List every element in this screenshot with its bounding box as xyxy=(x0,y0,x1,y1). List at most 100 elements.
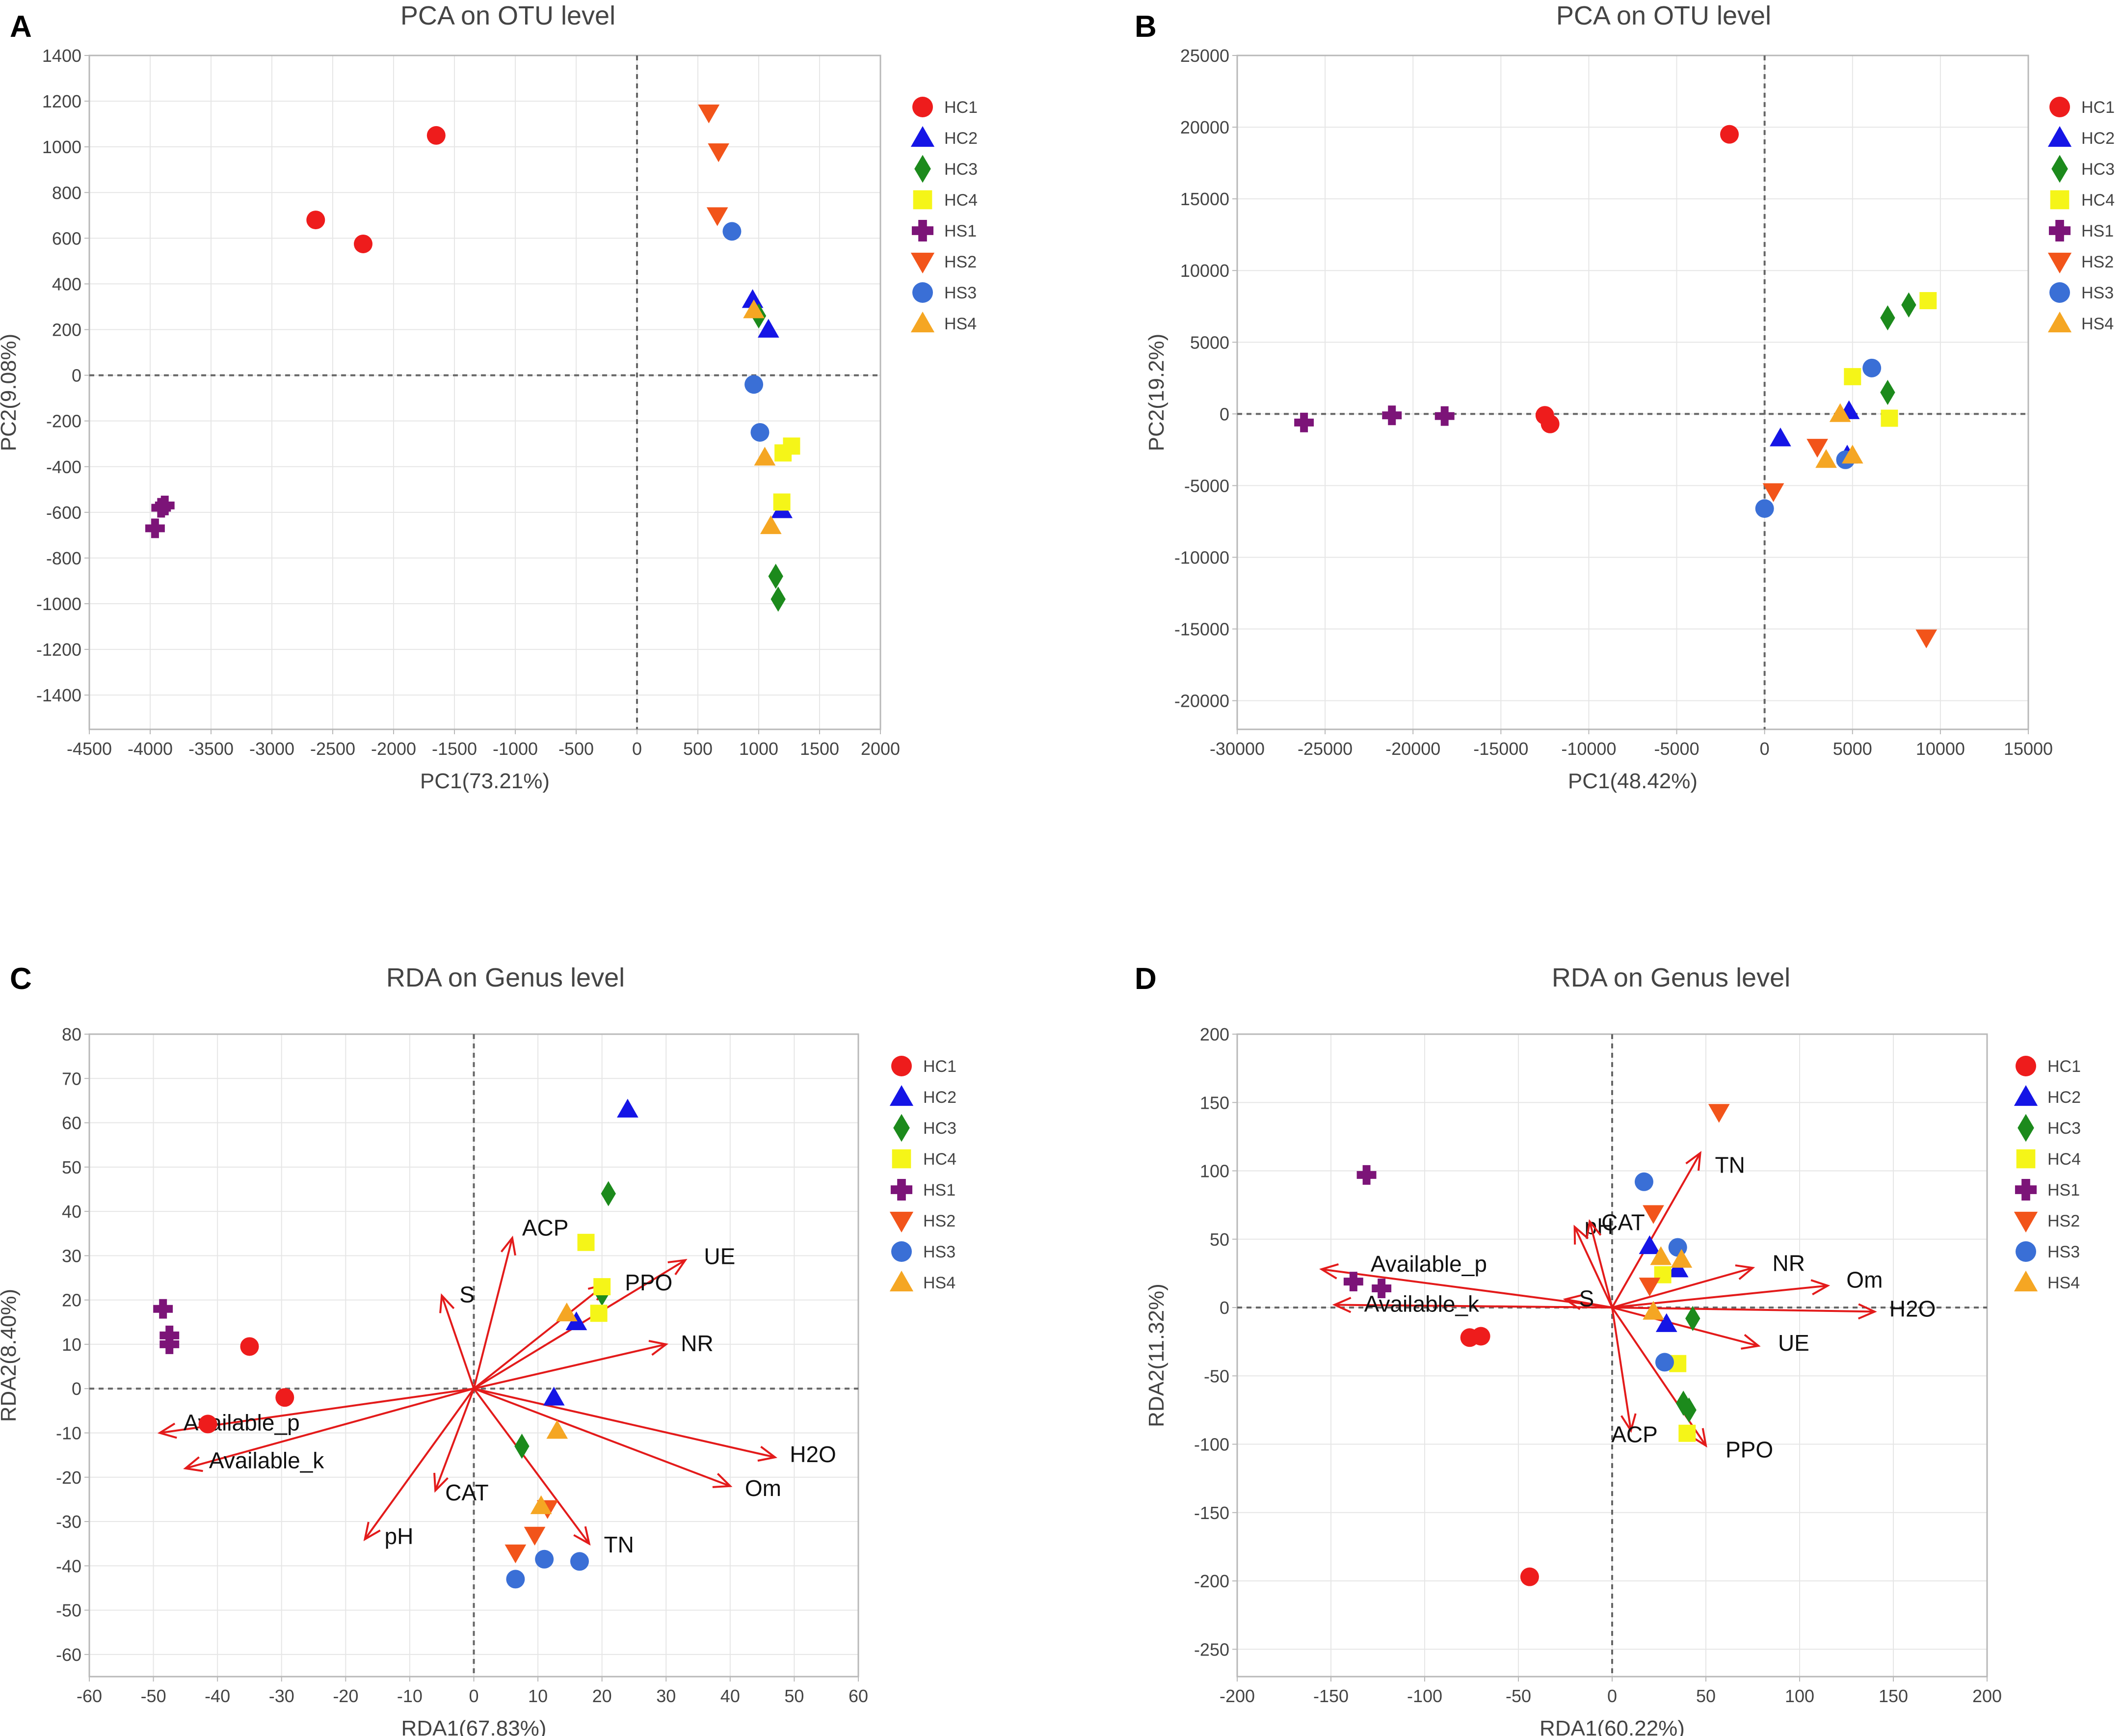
x-tick-label: -2000 xyxy=(371,739,416,759)
legend-label: HC3 xyxy=(2047,1119,2081,1138)
plot-frame xyxy=(88,54,881,730)
x-tick-label: -10 xyxy=(397,1686,423,1706)
y-tick-label: -60 xyxy=(56,1645,81,1665)
plot-title: PCA on OTU level xyxy=(400,1,615,30)
legend-marker-hs2 xyxy=(889,1211,914,1233)
point-hs1 xyxy=(153,1299,173,1319)
arrowhead xyxy=(1810,1279,1831,1296)
y-tick-label: 20000 xyxy=(1180,117,1229,137)
point-hs2 xyxy=(1639,1278,1661,1297)
arrowhead xyxy=(1858,1303,1877,1320)
legend-label: HC2 xyxy=(944,129,978,148)
point-hs1 xyxy=(159,1334,180,1354)
arrow-label: ACP xyxy=(1611,1422,1658,1447)
arrow-ppo xyxy=(1611,1307,1707,1446)
x-tick-label: -10000 xyxy=(1561,739,1616,759)
point-hs1 xyxy=(145,518,165,538)
y-tick-label: 40 xyxy=(62,1202,81,1222)
arrowhead xyxy=(712,1472,733,1488)
point-hs4 xyxy=(1829,403,1851,422)
y-tick-label: 50 xyxy=(1210,1229,1229,1250)
x-tick-label: -4500 xyxy=(67,739,112,759)
x-tick-label: -1000 xyxy=(493,739,538,759)
legend-marker-hc1 xyxy=(891,1056,912,1076)
legend-label: HC3 xyxy=(2081,160,2115,179)
point-hc1 xyxy=(198,1415,217,1434)
arrowhead xyxy=(1620,1413,1637,1433)
legend-label: HS3 xyxy=(2081,284,2114,302)
point-hc3 xyxy=(1901,292,1916,318)
x-tick-label: -25000 xyxy=(1298,739,1353,759)
legend-marker-hc4 xyxy=(2016,1149,2036,1169)
arrowhead xyxy=(1319,1263,1339,1280)
point-hc1 xyxy=(1720,125,1739,144)
x-tick-label: -4000 xyxy=(128,739,173,759)
panel-letter: D xyxy=(1135,962,1157,996)
x-tick-label: 30 xyxy=(656,1686,676,1706)
point-hc4 xyxy=(590,1305,608,1322)
point-hc1 xyxy=(354,234,372,253)
y-tick-label: -5000 xyxy=(1184,476,1229,496)
point-hc3 xyxy=(1880,305,1895,331)
legend-marker-hc4 xyxy=(913,190,932,210)
point-hs2 xyxy=(1915,629,1938,648)
point-hc1 xyxy=(426,126,446,145)
point-hs3 xyxy=(1655,1353,1674,1372)
x-tick-label: -50 xyxy=(1506,1686,1531,1706)
point-hc3 xyxy=(1685,1306,1700,1331)
x-tick-label: 10 xyxy=(528,1686,548,1706)
point-hs1 xyxy=(1343,1272,1363,1292)
legend-label: HC1 xyxy=(944,98,978,117)
y-tick-label: 10000 xyxy=(1180,261,1229,281)
y-axis-label: PC2(9.08%) xyxy=(0,334,21,452)
arrow-ue xyxy=(1612,1307,1759,1347)
x-tick-label: -20 xyxy=(333,1686,358,1706)
y-tick-label: 0 xyxy=(72,1379,81,1399)
x-tick-label: 200 xyxy=(1972,1686,2002,1706)
legend-marker-hs4 xyxy=(889,1270,914,1292)
arrowhead xyxy=(1573,1225,1589,1245)
x-tick-label: 10000 xyxy=(1916,739,1965,759)
arrowhead xyxy=(757,1445,778,1462)
y-tick-label: 200 xyxy=(1200,1024,1229,1044)
legend-marker-hc3 xyxy=(2051,155,2068,183)
point-hs4 xyxy=(760,515,782,534)
legend-marker-hs2 xyxy=(910,252,935,274)
arrow-label: pH xyxy=(385,1523,414,1549)
legend-label: HS4 xyxy=(2081,315,2114,333)
point-hc2 xyxy=(1667,1258,1689,1278)
y-tick-label: -1000 xyxy=(36,594,81,614)
y-tick-label: 10 xyxy=(62,1335,81,1355)
legend-label: HC3 xyxy=(923,1119,956,1138)
point-hs4 xyxy=(1643,1301,1664,1320)
point-hs3 xyxy=(570,1552,589,1571)
arrow-available-k xyxy=(185,1388,475,1469)
y-tick-label: 5000 xyxy=(1190,332,1229,352)
legend-label: HC4 xyxy=(2081,191,2115,210)
panel-d: D RDA on Genus level -200 -150 -100 -50 0 50 100… xyxy=(1135,962,2081,1736)
y-tick-label: -1200 xyxy=(36,640,81,660)
panel-a: A PCA on OTU level-4500 -4000 -3500 -3000 -25… xyxy=(0,1,978,793)
x-axis-label: PC1(73.21%) xyxy=(420,769,550,793)
x-tick-label: -150 xyxy=(1313,1686,1349,1706)
x-tick-label: 0 xyxy=(1607,1686,1617,1706)
point-hc2 xyxy=(757,319,779,338)
point-hs2 xyxy=(1708,1104,1730,1123)
point-hc4 xyxy=(1881,409,1898,427)
point-hc3 xyxy=(601,1181,616,1206)
legend-marker-hc2 xyxy=(2014,1085,2038,1106)
legend-label: HC1 xyxy=(2081,98,2115,117)
y-tick-label: -10 xyxy=(56,1423,81,1443)
y-axis-label: RDA2(8.40%) xyxy=(0,1289,21,1422)
arrowhead xyxy=(157,1422,177,1439)
point-hs2 xyxy=(706,207,728,226)
arrow-label: CAT xyxy=(445,1480,489,1505)
arrow-h2o xyxy=(474,1388,775,1459)
panel-letter: C xyxy=(10,962,32,996)
y-tick-label: -100 xyxy=(1194,1435,1229,1455)
point-hs3 xyxy=(506,1570,525,1589)
legend-marker-hc3 xyxy=(893,1114,910,1142)
legend-label: HS2 xyxy=(2047,1212,2080,1230)
x-tick-label: 0 xyxy=(1760,739,1770,759)
